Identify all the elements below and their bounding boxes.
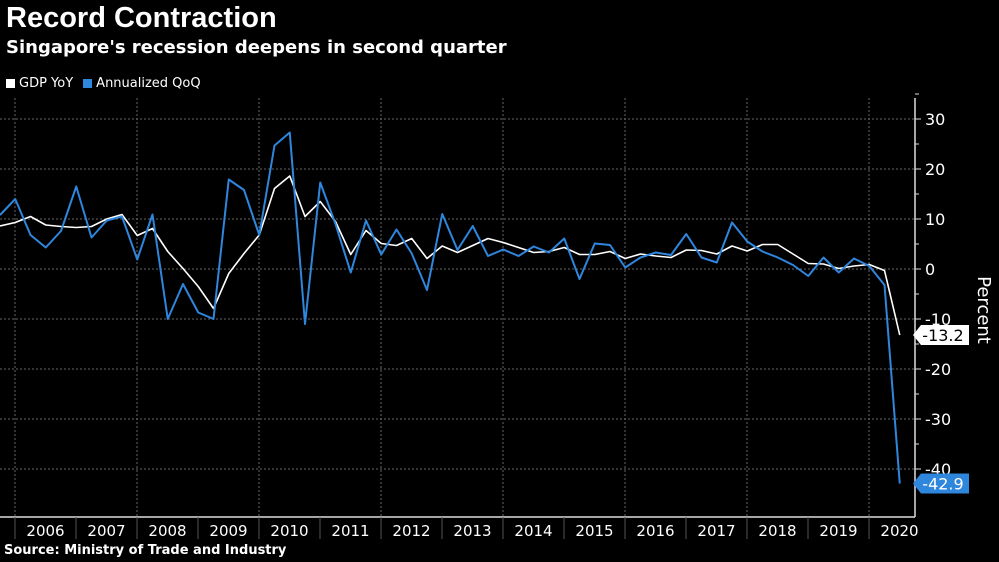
xtick-label: 2013 bbox=[453, 522, 491, 540]
series-line-gdp-yoy bbox=[0, 175, 901, 336]
legend-label-gdp-yoy: GDP YoY bbox=[19, 76, 74, 91]
xtick-label: 2009 bbox=[209, 522, 247, 540]
xtick-label: 2019 bbox=[819, 522, 857, 540]
xtick-label: 2012 bbox=[392, 522, 430, 540]
legend-item-annualized-qoq: Annualized QoQ bbox=[83, 76, 201, 91]
last-value-label: -13.2 bbox=[922, 326, 963, 345]
xtick-label: 2008 bbox=[148, 522, 186, 540]
ytick-label: -30 bbox=[925, 410, 951, 429]
legend-item-gdp-yoy: GDP YoY bbox=[6, 76, 73, 91]
series-line-annualized-qoq bbox=[0, 131, 901, 484]
xtick-label: 2018 bbox=[758, 522, 796, 540]
ytick-label: 10 bbox=[925, 210, 945, 229]
ytick-label: -20 bbox=[925, 360, 951, 379]
y-axis-label: Percent bbox=[973, 276, 994, 344]
ytick-label: 30 bbox=[925, 110, 945, 129]
xtick-label: 2006 bbox=[26, 522, 64, 540]
chart-title: Record Contraction bbox=[6, 2, 277, 34]
xtick-label: 2020 bbox=[880, 522, 918, 540]
legend-swatch-annualized-qoq bbox=[83, 79, 93, 88]
xtick-label: 2015 bbox=[575, 522, 613, 540]
last-value-tag bbox=[913, 325, 969, 345]
source-note: Source: Ministry of Trade and Industry bbox=[4, 543, 287, 558]
legend-label-annualized-qoq: Annualized QoQ bbox=[96, 76, 201, 91]
chart-subtitle: Singapore's recession deepens in second … bbox=[6, 37, 507, 58]
xtick-label: 2010 bbox=[270, 522, 308, 540]
legend-swatch-gdp-yoy bbox=[6, 79, 15, 88]
xtick-label: 2017 bbox=[697, 522, 735, 540]
series-points-1 bbox=[0, 132, 900, 484]
last-value-tag bbox=[913, 473, 969, 494]
xtick-label: 2007 bbox=[87, 522, 125, 540]
legend: GDP YoY Annualized QoQ bbox=[6, 76, 201, 91]
ytick-label: -10 bbox=[925, 310, 951, 329]
last-value-label: -42.9 bbox=[922, 475, 963, 494]
xtick-label: 2014 bbox=[514, 522, 552, 540]
ytick-label: 20 bbox=[925, 160, 945, 179]
ytick-label: 0 bbox=[925, 260, 935, 279]
xtick-label: 2011 bbox=[331, 522, 369, 540]
xtick-label: 2016 bbox=[636, 522, 674, 540]
